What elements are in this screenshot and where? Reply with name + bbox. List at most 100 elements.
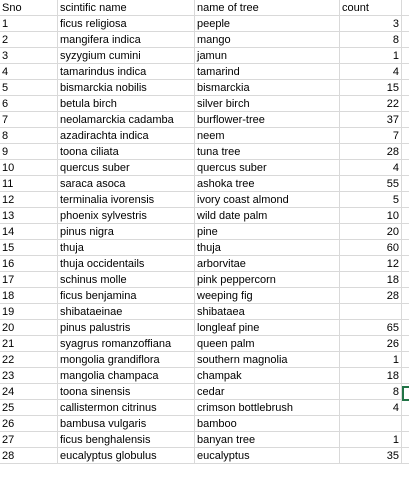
count-cell[interactable] [340,416,402,432]
sno-cell[interactable]: 14 [0,224,58,240]
tree-name-cell[interactable]: arborvitae [195,256,340,272]
tree-name-cell[interactable]: crimson bottlebrush [195,400,340,416]
scientific-name-cell[interactable]: bismarckia nobilis [58,80,195,96]
empty-cell[interactable] [402,16,409,32]
sno-cell[interactable]: 27 [0,432,58,448]
count-cell[interactable]: 1 [340,432,402,448]
scientific-name-cell[interactable]: syagrus romanzoffiana [58,336,195,352]
sno-cell[interactable]: 2 [0,32,58,48]
tree-name-cell[interactable]: ashoka tree [195,176,340,192]
empty-cell[interactable] [402,416,409,432]
scientific-name-cell[interactable]: toona ciliata [58,144,195,160]
sno-cell[interactable]: 18 [0,288,58,304]
scientific-name-cell[interactable]: schinus molle [58,272,195,288]
empty-cell[interactable] [402,80,409,96]
scientific-name-cell[interactable]: eucalyptus globulus [58,448,195,464]
count-cell[interactable]: 26 [340,336,402,352]
sno-cell[interactable]: 24 [0,384,58,400]
empty-cell[interactable] [402,304,409,320]
empty-cell[interactable] [402,224,409,240]
empty-cell[interactable] [402,448,409,464]
count-cell[interactable]: 55 [340,176,402,192]
count-cell[interactable]: 22 [340,96,402,112]
sno-cell[interactable]: 22 [0,352,58,368]
tree-name-cell[interactable]: queen palm [195,336,340,352]
tree-name-cell[interactable]: neem [195,128,340,144]
empty-cell[interactable] [402,432,409,448]
tree-name-cell[interactable]: shibataea [195,304,340,320]
header-count[interactable]: count [340,0,402,16]
scientific-name-cell[interactable]: mangolia champaca [58,368,195,384]
tree-name-cell[interactable]: bismarckia [195,80,340,96]
scientific-name-cell[interactable]: terminalia ivorensis [58,192,195,208]
count-cell[interactable]: 5 [340,192,402,208]
count-cell[interactable]: 60 [340,240,402,256]
sno-cell[interactable]: 10 [0,160,58,176]
tree-name-cell[interactable]: ivory coast almond [195,192,340,208]
tree-name-cell[interactable]: longleaf pine [195,320,340,336]
tree-name-cell[interactable]: peeple [195,16,340,32]
tree-name-cell[interactable]: silver birch [195,96,340,112]
tree-name-cell[interactable]: tuna tree [195,144,340,160]
sno-cell[interactable]: 11 [0,176,58,192]
sno-cell[interactable]: 13 [0,208,58,224]
count-cell[interactable]: 8 [340,384,402,400]
empty-cell[interactable] [402,96,409,112]
sno-cell[interactable]: 3 [0,48,58,64]
tree-name-cell[interactable]: bamboo [195,416,340,432]
empty-cell[interactable] [402,368,409,384]
count-cell[interactable]: 35 [340,448,402,464]
count-cell[interactable]: 1 [340,48,402,64]
scientific-name-cell[interactable]: thuja occidentails [58,256,195,272]
scientific-name-cell[interactable]: phoenix sylvestris [58,208,195,224]
scientific-name-cell[interactable]: betula birch [58,96,195,112]
scientific-name-cell[interactable]: shibataeinae [58,304,195,320]
tree-name-cell[interactable]: tamarind [195,64,340,80]
scientific-name-cell[interactable]: syzygium cumini [58,48,195,64]
empty-cell[interactable] [402,336,409,352]
sno-cell[interactable]: 19 [0,304,58,320]
sno-cell[interactable]: 16 [0,256,58,272]
tree-name-cell[interactable]: banyan tree [195,432,340,448]
scientific-name-cell[interactable]: thuja [58,240,195,256]
sno-cell[interactable]: 7 [0,112,58,128]
count-cell[interactable]: 20 [340,224,402,240]
empty-cell[interactable] [402,48,409,64]
scientific-name-cell[interactable]: callistermon citrinus [58,400,195,416]
empty-cell[interactable] [402,160,409,176]
count-cell[interactable]: 4 [340,160,402,176]
empty-cell[interactable] [402,192,409,208]
scientific-name-cell[interactable]: toona sinensis [58,384,195,400]
count-cell[interactable]: 18 [340,368,402,384]
count-cell[interactable]: 10 [340,208,402,224]
empty-cell[interactable] [402,0,409,16]
count-cell[interactable]: 8 [340,32,402,48]
sno-cell[interactable]: 17 [0,272,58,288]
tree-name-cell[interactable]: champak [195,368,340,384]
tree-name-cell[interactable]: pink peppercorn [195,272,340,288]
sno-cell[interactable]: 9 [0,144,58,160]
scientific-name-cell[interactable]: quercus suber [58,160,195,176]
sno-cell[interactable]: 1 [0,16,58,32]
empty-cell[interactable] [402,64,409,80]
count-cell[interactable]: 15 [340,80,402,96]
empty-cell[interactable] [402,240,409,256]
empty-cell[interactable] [402,32,409,48]
empty-cell[interactable] [402,400,409,416]
count-cell[interactable]: 28 [340,288,402,304]
scientific-name-cell[interactable]: pinus nigra [58,224,195,240]
empty-cell[interactable] [402,144,409,160]
tree-name-cell[interactable]: eucalyptus [195,448,340,464]
sno-cell[interactable]: 12 [0,192,58,208]
empty-cell[interactable] [402,352,409,368]
scientific-name-cell[interactable]: ficus benjamina [58,288,195,304]
sno-cell[interactable]: 20 [0,320,58,336]
sno-cell[interactable]: 15 [0,240,58,256]
scientific-name-cell[interactable]: pinus palustris [58,320,195,336]
sno-cell[interactable]: 21 [0,336,58,352]
empty-cell[interactable] [402,112,409,128]
tree-name-cell[interactable]: mango [195,32,340,48]
count-cell[interactable] [340,304,402,320]
sno-cell[interactable]: 26 [0,416,58,432]
count-cell[interactable]: 3 [340,16,402,32]
